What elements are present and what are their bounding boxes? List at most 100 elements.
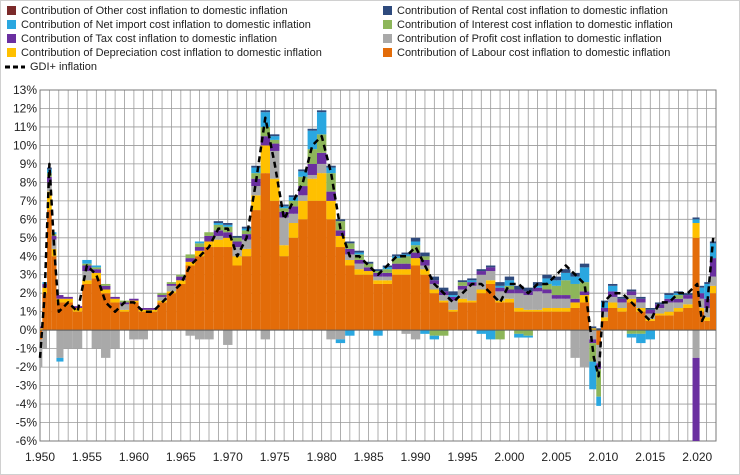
bar-segment xyxy=(542,307,552,312)
bar-segment xyxy=(561,269,571,273)
bar-segment xyxy=(335,247,346,331)
bar-segment xyxy=(373,271,383,273)
bar-segment xyxy=(298,169,308,172)
bar-segment xyxy=(270,136,280,140)
legend-label-1: Contribution of Rental cost inflation to… xyxy=(397,5,668,17)
bar-segment xyxy=(260,136,271,146)
bar-segment xyxy=(542,274,552,279)
bar-segment xyxy=(176,276,186,281)
bar-segment xyxy=(232,247,242,257)
y-tick-label: -3% xyxy=(16,379,38,393)
bar-segment xyxy=(354,274,364,331)
bar-segment xyxy=(101,285,111,290)
bar-segment xyxy=(279,256,289,331)
bar-segment xyxy=(185,258,195,262)
bar-segment xyxy=(617,311,627,331)
bar-segment xyxy=(704,307,710,318)
bar-segment xyxy=(664,311,674,316)
bar-segment xyxy=(307,200,317,331)
bar-segment xyxy=(260,145,271,174)
bar-segment xyxy=(457,289,468,299)
bar-segment xyxy=(514,293,524,308)
bar-segment xyxy=(485,280,496,284)
legend-swatch-0 xyxy=(7,6,16,15)
bar-segment xyxy=(223,330,233,345)
bar-segment xyxy=(600,311,609,318)
bar-segment xyxy=(326,167,336,174)
bar-segment xyxy=(119,311,130,331)
bar-segment xyxy=(316,163,327,174)
bar-segment xyxy=(504,298,515,303)
bar-segment xyxy=(47,191,52,211)
y-tick-label: 9% xyxy=(20,157,38,171)
bar-segment xyxy=(420,269,430,275)
bar-segment xyxy=(223,247,233,331)
bar-segment xyxy=(345,259,355,266)
bar-segment xyxy=(373,283,383,331)
bar-segment xyxy=(345,330,355,336)
bar-segment xyxy=(232,256,242,266)
bar-segment xyxy=(448,311,458,331)
bar-segment xyxy=(495,300,505,303)
x-tick-label: 1.965 xyxy=(166,450,196,464)
bar-segment xyxy=(42,293,48,331)
bar-segment xyxy=(645,330,655,340)
bar-segment xyxy=(504,293,515,299)
bar-segment xyxy=(704,282,710,284)
bar-segment xyxy=(401,254,411,257)
bar-segment xyxy=(288,195,299,198)
x-tick-label: 1.980 xyxy=(307,450,337,464)
bar-segment xyxy=(363,271,374,275)
bar-segment xyxy=(392,256,402,259)
bar-segment xyxy=(476,271,486,275)
bar-segment xyxy=(476,330,486,334)
bar-segment xyxy=(401,274,411,331)
bar-segment xyxy=(251,186,261,196)
bar-segment xyxy=(56,357,64,362)
bar-segment xyxy=(129,302,139,331)
bar-segment xyxy=(596,344,601,364)
bar-segment xyxy=(354,263,364,270)
bar-segment xyxy=(617,296,627,299)
bar-segment xyxy=(119,304,130,310)
bar-segment xyxy=(232,235,242,238)
legend: Contribution of Other cost inflation to … xyxy=(5,5,673,73)
bar-segment xyxy=(608,291,618,297)
bar-segment xyxy=(561,280,571,296)
bar-segment xyxy=(307,174,317,179)
bar-segment xyxy=(42,287,48,294)
bar-segment xyxy=(410,258,421,266)
bar-segment xyxy=(699,287,705,294)
bar-segment xyxy=(654,304,665,308)
bar-segment xyxy=(617,298,627,303)
bar-segment xyxy=(176,274,186,277)
bar-segment xyxy=(326,165,336,168)
bar-segment xyxy=(194,241,205,244)
bar-segment xyxy=(363,267,374,272)
bar-segment xyxy=(485,330,496,340)
bar-segment xyxy=(542,278,552,284)
x-tick-label: 2.000 xyxy=(494,450,524,464)
bar-segment xyxy=(551,298,562,308)
bar-segment xyxy=(600,300,609,303)
bar-segment xyxy=(382,267,393,270)
legend-swatch-7 xyxy=(383,48,392,57)
bar-segment xyxy=(636,333,646,344)
bar-segment xyxy=(326,191,336,201)
bar-segment xyxy=(596,328,601,331)
bar-segment xyxy=(392,269,402,275)
bar-segment xyxy=(683,298,693,305)
bar-segment xyxy=(504,276,515,281)
bar-segment xyxy=(260,330,271,340)
bar-segment xyxy=(91,278,102,331)
bar-segment xyxy=(204,232,214,236)
bar-segment xyxy=(561,307,571,312)
bar-segment xyxy=(485,271,496,281)
bar-segment xyxy=(354,252,364,255)
bar-segment xyxy=(176,283,186,331)
bar-segment xyxy=(673,311,684,331)
x-tick-label: 2.020 xyxy=(682,450,712,464)
bar-segment xyxy=(532,309,543,312)
bar-segment xyxy=(673,295,684,299)
bar-segment xyxy=(683,304,693,308)
